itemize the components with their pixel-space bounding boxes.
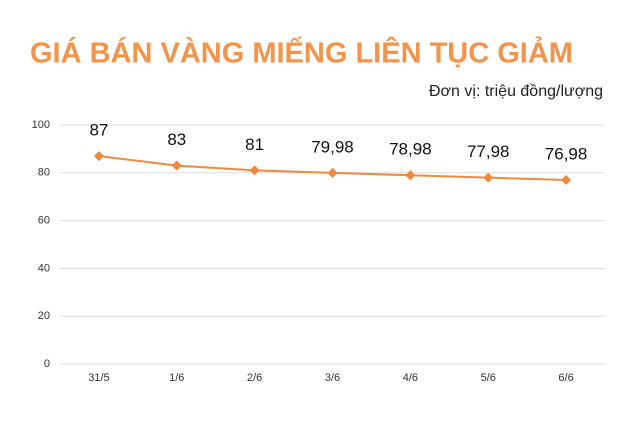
unit-label: Đơn vị: triệu đồng/lượng (429, 83, 603, 100)
x-tick-label: 1/6 (169, 372, 184, 384)
value-label: 79,98 (311, 137, 354, 156)
y-tick-label: 60 (38, 215, 50, 227)
value-label: 77,98 (467, 142, 510, 161)
x-tick-label: 31/5 (88, 372, 109, 384)
value-label: 81 (245, 135, 264, 154)
x-tick-label: 3/6 (325, 372, 340, 384)
value-label: 76,98 (545, 145, 588, 164)
y-tick-label: 0 (44, 358, 50, 370)
marker (327, 167, 338, 178)
x-tick-label: 2/6 (247, 372, 262, 384)
marker (249, 165, 260, 176)
y-tick-label: 100 (32, 119, 50, 131)
marker (483, 172, 494, 183)
value-label: 78,98 (389, 140, 432, 159)
x-tick-label: 4/6 (403, 372, 418, 384)
marker (405, 170, 416, 181)
x-tick-label: 6/6 (558, 372, 573, 384)
chart-title: GIÁ BÁN VÀNG MIẾNG LIÊN TỤC GIẢM (30, 36, 573, 70)
value-label: 83 (167, 130, 186, 149)
y-tick-label: 80 (38, 167, 50, 179)
marker (93, 151, 104, 162)
marker (561, 175, 572, 186)
y-tick-label: 40 (38, 262, 50, 274)
value-label: 87 (89, 121, 108, 140)
marker (171, 160, 182, 171)
y-tick-label: 20 (38, 310, 50, 322)
x-tick-label: 5/6 (481, 372, 496, 384)
